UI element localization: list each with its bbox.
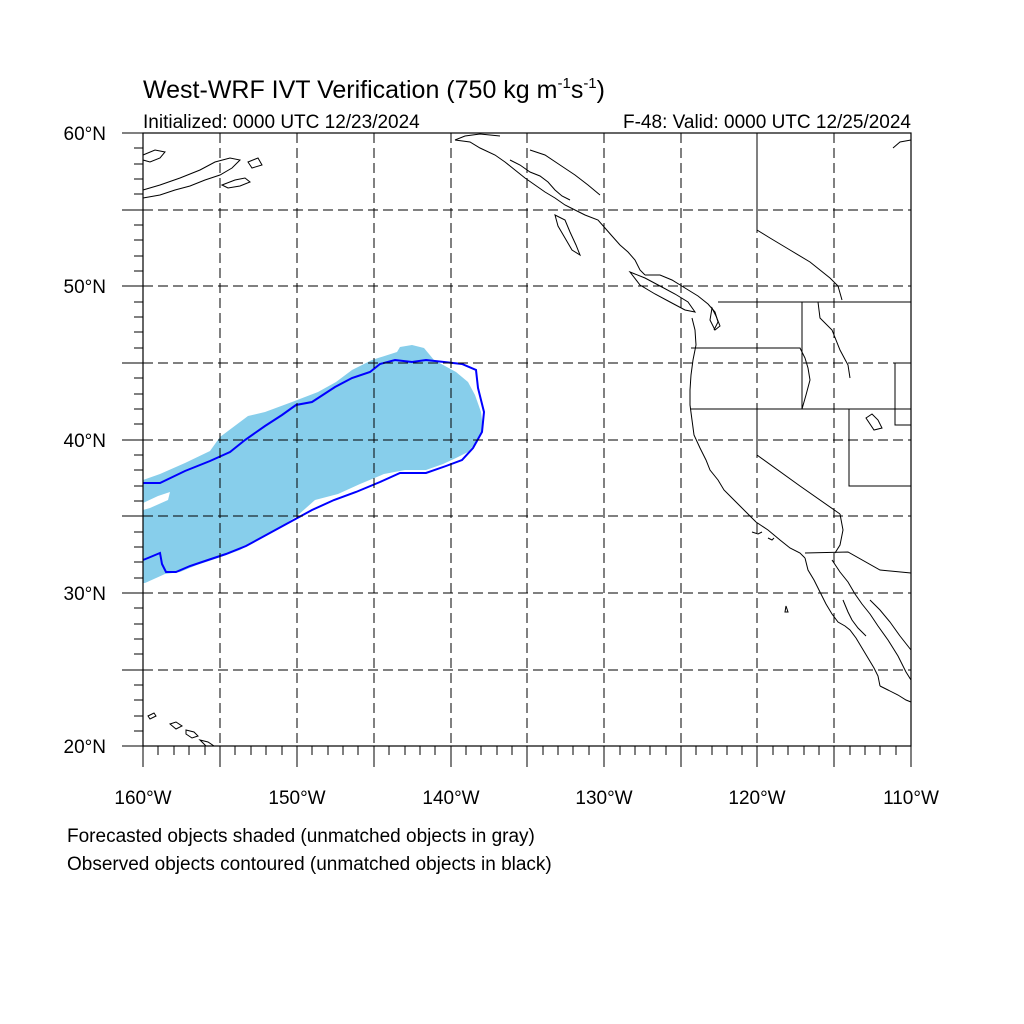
lat-label-40n: 40°N xyxy=(64,431,106,452)
initialized-label: Initialized: 0000 UTC 12/23/2024 xyxy=(143,112,420,133)
axis-ticks xyxy=(122,132,912,767)
note-forecast: Forecasted objects shaded (unmatched obj… xyxy=(67,826,535,847)
lon-label-110w: 110°W xyxy=(883,788,939,809)
chart-title: West-WRF IVT Verification (750 kg m-1s-1… xyxy=(143,75,605,104)
gridlines xyxy=(143,133,911,746)
valid-time-label: F-48: Valid: 0000 UTC 12/25/2024 xyxy=(623,112,911,133)
lon-label-130w: 130°W xyxy=(575,788,632,809)
lat-label-60n: 60°N xyxy=(64,124,106,145)
lat-label-30n: 30°N xyxy=(64,584,106,605)
observed-object-contour xyxy=(142,358,486,573)
forecast-gap xyxy=(143,492,170,510)
lon-label-140w: 140°W xyxy=(422,788,479,809)
lat-label-50n: 50°N xyxy=(64,277,106,298)
forecast-object xyxy=(143,345,483,583)
lon-label-120w: 120°W xyxy=(728,788,785,809)
note-observed: Observed objects contoured (unmatched ob… xyxy=(67,854,552,875)
lat-label-20n: 20°N xyxy=(64,737,106,758)
lon-label-150w: 150°W xyxy=(268,788,325,809)
lon-label-160w: 160°W xyxy=(114,788,171,809)
